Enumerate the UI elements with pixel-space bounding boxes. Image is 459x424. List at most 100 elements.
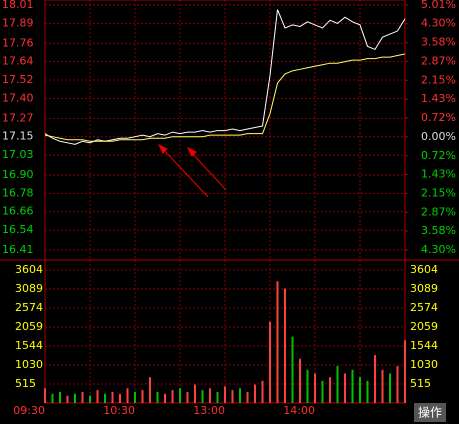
y2-tick-label: 0.00% [421, 130, 456, 143]
y-tick-label: 17.76 [2, 36, 34, 49]
volume-bar [171, 390, 174, 403]
y2-tick-label: 3.58% [421, 36, 456, 49]
volume-bar [119, 393, 121, 403]
volume-bar [254, 384, 256, 403]
volume-bar [321, 380, 324, 403]
volume-tick-label-right: 1030 [410, 358, 438, 371]
y-tick-label: 16.78 [2, 186, 34, 199]
volume-bar [284, 288, 286, 403]
volume-tick-label-right: 515 [410, 377, 431, 390]
volume-bar [374, 355, 376, 403]
y-tick-label: 17.03 [2, 148, 34, 161]
volume-bar [186, 391, 189, 403]
volume-tick-label: 1030 [15, 358, 43, 371]
x-tick-label: 14:00 [283, 404, 315, 417]
volume-bar [209, 388, 211, 403]
y-tick-label: 16.66 [2, 205, 34, 218]
volume-bar [261, 380, 264, 403]
y2-tick-label: 0.72% [421, 149, 456, 162]
volume-bar [291, 336, 294, 403]
volume-tick-label-right: 3089 [410, 282, 438, 295]
operate-button[interactable] [414, 403, 446, 422]
volume-tick-label: 2574 [15, 301, 43, 314]
x-tick-label: 13:00 [193, 404, 225, 417]
volume-tick-label-right: 2574 [410, 301, 438, 314]
volume-bar [351, 369, 354, 403]
volume-bar [366, 380, 369, 403]
y2-tick-label: 2.87% [421, 54, 456, 67]
volume-bar [194, 384, 196, 403]
y-tick-label: 16.54 [2, 223, 34, 236]
volume-bar [269, 321, 271, 403]
volume-tick-label-right: 3604 [410, 263, 438, 276]
volume-bar [389, 373, 391, 403]
y-tick-label: 16.90 [2, 168, 34, 181]
y2-tick-label: 5.01% [421, 0, 456, 11]
volume-bar [216, 391, 219, 403]
volume-bar [81, 391, 84, 403]
y2-tick-label: 3.58% [421, 224, 456, 237]
y-tick-label: 17.52 [2, 73, 34, 86]
y-tick-label: 18.01 [2, 0, 34, 11]
volume-bar [59, 391, 61, 403]
y-tick-label: 17.89 [2, 16, 34, 29]
volume-bar [396, 366, 399, 403]
volume-bar [404, 340, 406, 403]
y-tick-label: 16.41 [2, 243, 34, 256]
volume-bar [96, 390, 99, 403]
volume-tick-label: 515 [15, 377, 36, 390]
y2-tick-label: 4.30% [421, 243, 456, 256]
volume-bar [89, 395, 91, 403]
volume-bar [246, 391, 249, 403]
volume-bar [179, 388, 181, 403]
volume-bar [51, 393, 54, 403]
volume-bar [314, 373, 316, 403]
y2-tick-label: 2.15% [421, 186, 456, 199]
volume-bar [201, 390, 204, 403]
volume-bar [224, 386, 226, 403]
volume-bar [306, 369, 309, 403]
volume-bar [299, 358, 301, 403]
volume-bar [164, 393, 166, 403]
y-tick-label: 17.15 [2, 130, 34, 143]
y2-tick-label: 2.87% [421, 205, 456, 218]
annotation-arrows [157, 143, 227, 198]
volume-tick-label: 2059 [15, 320, 43, 333]
volume-bar [381, 369, 384, 403]
volume-bar [276, 281, 279, 403]
volume-bar [239, 388, 241, 403]
y2-tick-label: 2.15% [421, 73, 456, 86]
volume-bar [156, 391, 159, 403]
volume-tick-label-right: 1544 [410, 339, 438, 352]
volume-bar [149, 377, 151, 403]
volume-bar [336, 366, 339, 403]
volume-bar [104, 393, 106, 403]
y2-tick-label: 0.72% [421, 111, 456, 124]
volume-bar [74, 393, 76, 403]
operate-label[interactable]: 操作 [418, 405, 442, 420]
volume-tick-label: 3089 [15, 282, 43, 295]
volume-bar [231, 390, 234, 403]
y-tick-label: 17.27 [2, 111, 34, 124]
volume-bar [141, 390, 144, 403]
y2-tick-label: 4.30% [421, 17, 456, 30]
x-tick-label: 09:30 [13, 404, 45, 417]
y-tick-label: 17.64 [2, 55, 34, 68]
volume-tick-label-right: 2059 [410, 320, 438, 333]
volume-bar [359, 377, 361, 403]
volume-tick-label: 1544 [15, 339, 43, 352]
volume-bar [111, 391, 114, 403]
volume-bar [344, 373, 346, 403]
volume-bar [329, 377, 331, 403]
volume-bar [66, 395, 69, 403]
y2-tick-label: 1.43% [421, 92, 456, 105]
volume-bar [134, 391, 136, 403]
volume-tick-label: 3604 [15, 263, 43, 276]
y2-tick-label: 1.43% [421, 167, 456, 180]
average-line [44, 53, 406, 142]
y-tick-label: 17.40 [2, 91, 34, 104]
volume-bar [126, 388, 129, 403]
x-tick-label: 10:30 [103, 404, 135, 417]
volume-bar [44, 388, 46, 403]
